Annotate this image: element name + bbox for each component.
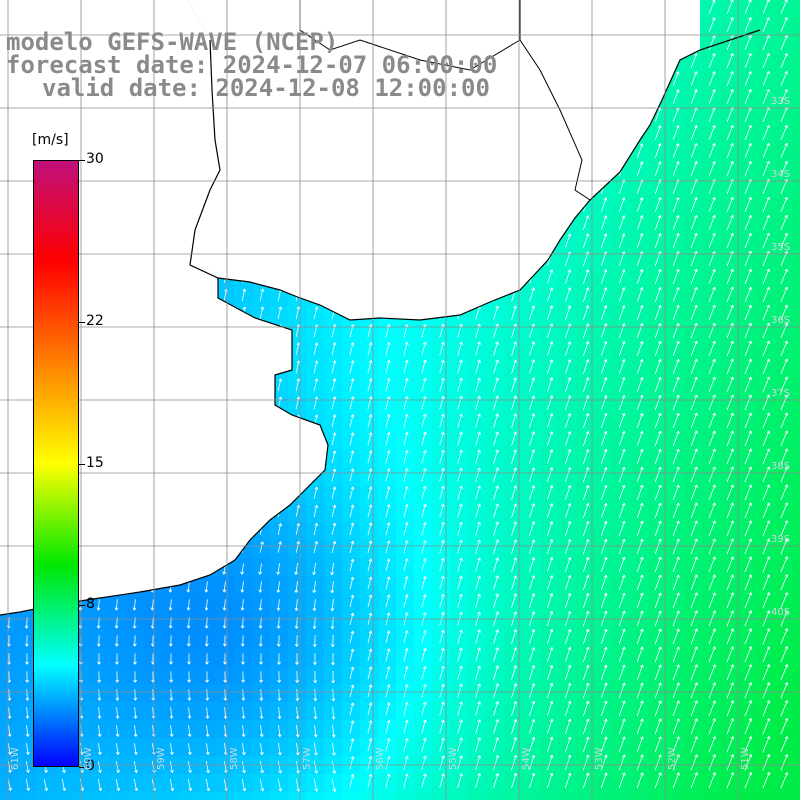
longitude-label: 56W — [375, 747, 386, 770]
longitude-label: 53W — [594, 747, 605, 770]
latitude-label: 38S — [771, 461, 791, 472]
longitude-label: 55W — [448, 747, 459, 770]
longitude-label: 57W — [302, 747, 313, 770]
colorbar-tick-label: 8 — [86, 596, 95, 613]
longitude-label: 59W — [156, 747, 167, 770]
forecast-date: forecast date: 2024-12-07 06:00:00 — [6, 51, 498, 79]
longitude-label: 52W — [667, 747, 678, 770]
colorbar-tick-label: 15 — [86, 454, 104, 471]
longitude-label: 60W — [83, 747, 94, 770]
latitude-label: 35S — [771, 242, 791, 253]
latitude-label: 34S — [771, 169, 791, 180]
land-mass — [0, 0, 700, 615]
colorbar — [33, 160, 79, 767]
latitude-label: 39S — [771, 534, 791, 545]
longitude-label: 51W — [740, 747, 751, 770]
colorbar-tick-label: 0 — [86, 758, 95, 774]
uruguay-land — [188, 0, 700, 320]
latitude-label: 40S — [771, 607, 791, 618]
colorbar-tick-mark — [79, 767, 85, 768]
valid-date: valid date: 2024-12-08 12:00:00 — [42, 74, 490, 102]
coastline — [0, 0, 761, 616]
colorbar-unit: [m/s] — [32, 132, 69, 148]
colorbar-tick-mark — [79, 160, 85, 161]
colorbar-tick-mark — [79, 463, 85, 465]
latitude-label: 33S — [771, 96, 791, 107]
colorbar-tick-label: 30 — [86, 151, 104, 167]
model-title: modelo GEFS-WAVE (NCEP) — [6, 28, 339, 56]
longitude-label: 58W — [229, 747, 240, 770]
latitude-label: 36S — [771, 315, 791, 326]
longitude-label: 61W — [10, 747, 21, 770]
colorbar-tick-mark — [79, 605, 85, 607]
colorbar-tick-mark — [79, 321, 85, 323]
latitude-label: 37S — [771, 388, 791, 399]
colorbar-tick-label: 22 — [86, 312, 104, 329]
longitude-label: 54W — [521, 747, 532, 770]
argentina-coast-land — [0, 0, 328, 615]
